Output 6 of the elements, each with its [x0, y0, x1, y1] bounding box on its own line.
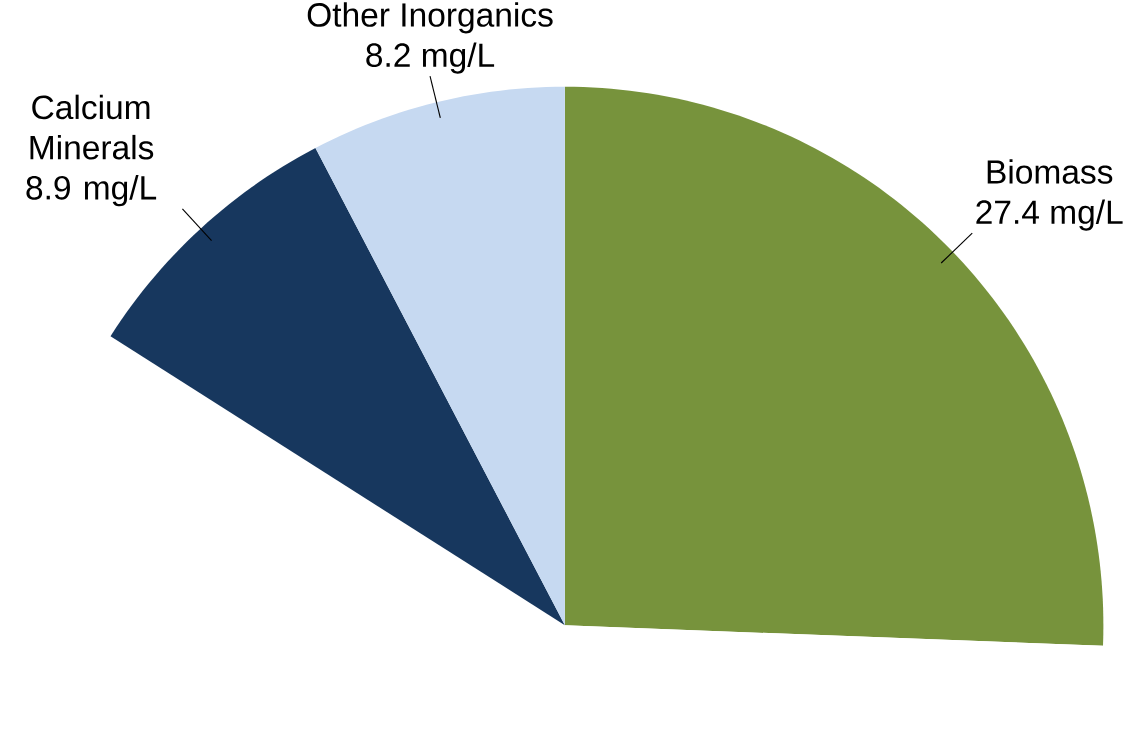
data-label: 27.4 mg/L: [976, 199, 1123, 231]
slice-label: Calcium Minerals: [30, 94, 154, 160]
data-label: 8.2 mg/L: [366, 42, 495, 74]
slice-label: Biomass: [987, 159, 1113, 184]
slice-label: Other Inorganics: [307, 2, 553, 34]
data-label: 8.9 mg/L: [26, 175, 157, 207]
